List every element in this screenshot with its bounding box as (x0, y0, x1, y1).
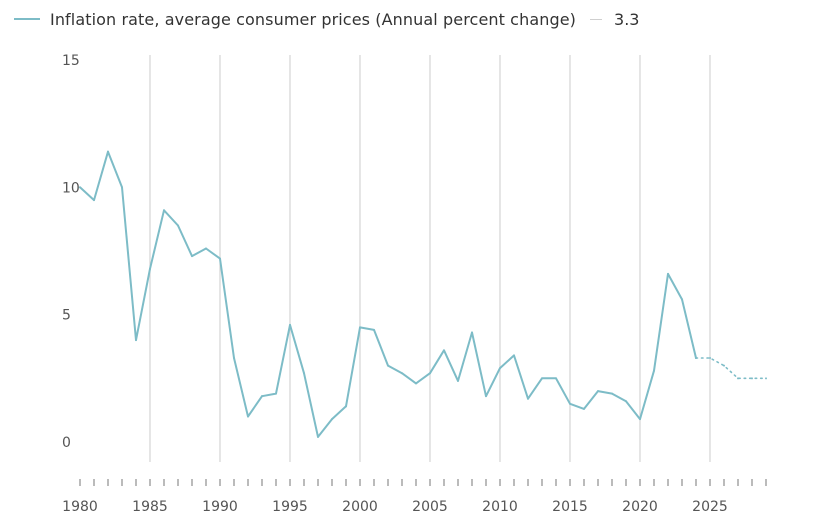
y-tick-label-5: 5 (62, 308, 71, 324)
y-axis: 0 5 10 15 (62, 53, 80, 451)
data-point-2004 (415, 382, 417, 385)
x-tick-label-2000: 2000 (342, 499, 378, 515)
data-point-2011 (513, 354, 515, 357)
projection-point-2025 (709, 356, 711, 359)
data-point-1988 (191, 255, 193, 258)
y-tick-label-0: 0 (62, 435, 71, 451)
x-tick-label-1980: 1980 (62, 499, 98, 515)
data-point-1993 (261, 395, 263, 398)
data-point-1981 (93, 199, 95, 202)
data-point-1991 (233, 356, 235, 359)
x-tick-label-2020: 2020 (622, 499, 658, 515)
data-point-2016 (583, 407, 585, 410)
y-tick-label-15: 15 (62, 53, 80, 69)
y-tick-label-10: 10 (62, 180, 80, 196)
x-tick-label-1985: 1985 (132, 499, 168, 515)
data-point-1997 (317, 435, 319, 438)
data-point-2023 (681, 298, 683, 301)
data-point-2003 (401, 372, 403, 375)
data-point-1982 (107, 150, 109, 153)
series-lines (79, 150, 767, 438)
data-point-2015 (569, 402, 571, 405)
data-point-1996 (303, 372, 305, 375)
data-point-2008 (471, 331, 473, 334)
data-point-1980 (79, 186, 81, 189)
series-points (79, 150, 767, 438)
data-point-2009 (485, 395, 487, 398)
x-tick-label-2015: 2015 (552, 499, 588, 515)
legend-separator (590, 18, 603, 20)
data-point-2002 (387, 364, 389, 367)
x-tick-label-1990: 1990 (202, 499, 238, 515)
data-point-2007 (457, 379, 459, 382)
data-point-2005 (429, 372, 431, 375)
data-point-1990 (219, 257, 221, 260)
data-point-1995 (289, 323, 291, 326)
data-point-1986 (163, 209, 165, 212)
projection-line (695, 357, 767, 380)
projection-point-2027 (737, 377, 739, 380)
data-point-1983 (121, 186, 123, 189)
data-point-1992 (247, 415, 249, 418)
data-point-1985 (149, 267, 151, 270)
data-point-1987 (177, 224, 179, 227)
projection-point-2026 (723, 364, 725, 367)
data-point-1984 (135, 339, 137, 342)
data-point-1994 (275, 392, 277, 395)
legend-line-swatch (14, 18, 40, 20)
legend-latest-value: 3.3 (614, 9, 640, 29)
data-point-2020 (639, 418, 641, 421)
data-point-2019 (625, 400, 627, 403)
data-point-2017 (597, 390, 599, 393)
data-point-2014 (555, 377, 557, 380)
data-point-2000 (359, 326, 361, 329)
data-point-2010 (499, 367, 501, 370)
data-point-1998 (331, 418, 333, 421)
data-point-2013 (541, 377, 543, 380)
x-tick-label-2010: 2010 (482, 499, 518, 515)
x-tick-label-2025: 2025 (692, 499, 728, 515)
x-axis: 1980 1985 1990 1995 2000 2005 2010 2015 2020 2025 (62, 479, 767, 515)
chart-legend: Inflation rate, average consumer prices … (14, 7, 639, 31)
x-tick-label-2005: 2005 (412, 499, 448, 515)
projection-point-2028 (751, 377, 753, 380)
data-point-2012 (527, 397, 529, 400)
projection-point-2029 (765, 377, 767, 380)
data-point-2022 (667, 272, 669, 275)
data-point-2021 (653, 369, 655, 372)
data-point-2006 (443, 349, 445, 352)
data-point-1999 (345, 405, 347, 408)
data-point-1989 (205, 247, 207, 250)
projection-point-2024 (695, 356, 697, 359)
data-point-2018 (611, 392, 613, 395)
x-tick-label-1995: 1995 (272, 499, 308, 515)
data-point-2001 (373, 328, 375, 331)
series-line (79, 150, 697, 438)
legend-series-label: Inflation rate, average consumer prices … (50, 9, 577, 29)
